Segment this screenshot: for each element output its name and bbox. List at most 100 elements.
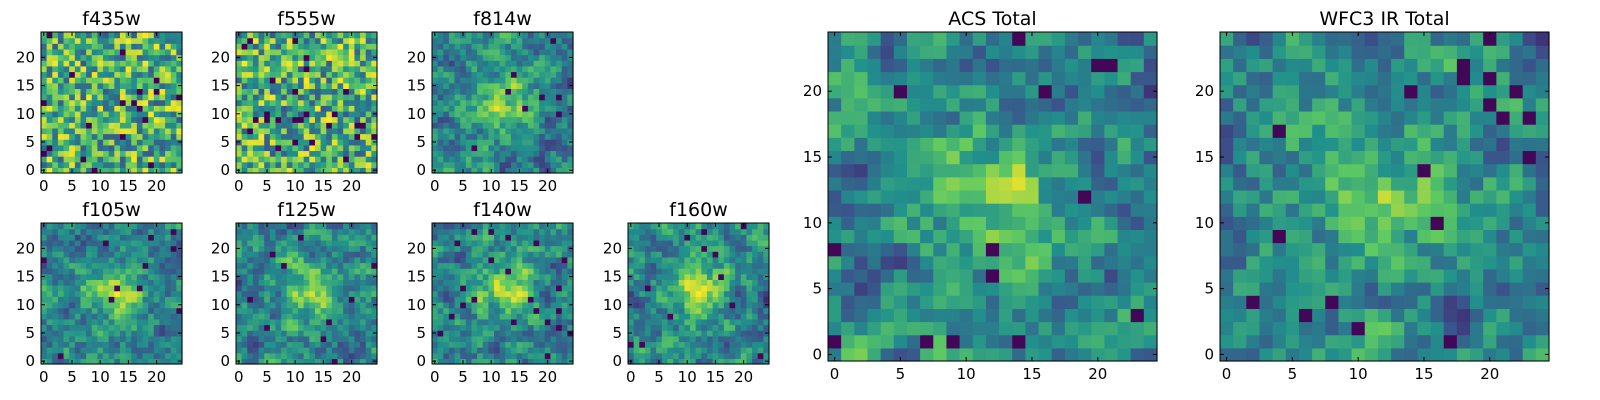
pixel-cell [52, 116, 59, 123]
y-tick-label: 15 [407, 77, 426, 95]
pixel-cell [148, 313, 155, 320]
pixel-cell [298, 60, 305, 67]
pixel-cell [854, 203, 869, 217]
pixel-cell [258, 324, 265, 331]
pixel-cell [343, 256, 350, 264]
pixel-cell [176, 77, 183, 84]
pixel-cell [320, 296, 327, 303]
pixel-cell [695, 262, 702, 269]
pixel-cell [142, 60, 149, 67]
pixel-cell [454, 37, 461, 44]
pixel-cell [972, 295, 987, 309]
pixel-cell [567, 156, 574, 163]
pixel-cell [108, 116, 115, 123]
pixel-cell [522, 239, 529, 247]
pixel-cell [142, 116, 149, 123]
pixel-cell [544, 256, 552, 264]
pixel-cell [746, 251, 753, 258]
pixel-cell [516, 144, 523, 152]
pixel-cell [516, 313, 523, 320]
pixel-cell [454, 251, 461, 258]
pixel-cell [131, 167, 138, 174]
pixel-cell [136, 313, 144, 320]
pixel-cell [119, 285, 127, 292]
pixel-cell [264, 296, 271, 303]
pixel-cell [142, 268, 149, 275]
pixel-cell [561, 133, 568, 140]
pixel-cell [153, 273, 161, 280]
pixel-cell [108, 99, 115, 106]
pixel-cell [432, 313, 439, 320]
pixel-cell [236, 105, 243, 112]
pixel-cell [91, 324, 98, 331]
pixel-cell [264, 234, 271, 241]
pixel-cell [360, 239, 367, 247]
pixel-cell [63, 301, 70, 309]
pixel-cell [314, 37, 322, 44]
axes-frame [40, 31, 183, 174]
pixel-cell [303, 239, 310, 247]
pixel-cell [1051, 163, 1066, 178]
pixel-cell [286, 88, 293, 95]
pixel-cell [108, 341, 115, 348]
pixel-cell [303, 99, 310, 106]
pixel-cell [314, 330, 322, 337]
pixel-cell [241, 150, 248, 157]
pixel-cell [494, 262, 501, 269]
pixel-cell [320, 156, 327, 163]
pixel-cell [108, 105, 115, 112]
pixel-cell [69, 71, 76, 78]
pixel-cell [119, 94, 127, 101]
pixel-cell [69, 88, 76, 95]
pixel-cell [125, 99, 132, 106]
pixel-cell [148, 341, 155, 348]
pixel-cell [80, 99, 87, 106]
pixel-cell [443, 358, 450, 365]
pixel-cell [365, 88, 372, 95]
pixel-cell [343, 341, 350, 348]
pixel-cell [1012, 308, 1026, 323]
pixel-cell [74, 77, 82, 84]
pixel-cell [544, 234, 552, 241]
pixel-cell [69, 37, 76, 44]
pixel-cell [303, 285, 310, 292]
pixel-cell [337, 301, 344, 309]
pixel-cell [893, 347, 908, 362]
pixel-cell [320, 324, 327, 331]
pixel-cell [46, 71, 53, 78]
pixel-cell [314, 285, 322, 292]
pixel-cell [159, 116, 166, 123]
pixel-cell [752, 352, 759, 359]
pixel-cell [544, 60, 552, 67]
pixel-cell [505, 127, 512, 135]
pixel-cell [539, 262, 546, 269]
pixel-cell [176, 239, 183, 247]
pixel-cell [159, 54, 166, 61]
pixel-cell [465, 358, 473, 365]
pixel-cell [533, 223, 540, 230]
pixel-cell [432, 150, 439, 157]
pixel-cell [103, 94, 110, 101]
pixel-cell [41, 256, 48, 264]
pixel-cell [448, 239, 456, 247]
pixel-cell [119, 301, 127, 309]
pixel-cell [314, 105, 322, 112]
pixel-cell [448, 127, 456, 135]
pixel-cell [281, 245, 288, 252]
pixel-cell [247, 262, 254, 269]
pixel-cell [1104, 242, 1119, 257]
pixel-cell [241, 37, 248, 44]
pixel-cell [176, 296, 183, 303]
pixel-cell [275, 60, 282, 67]
pixel-cell [639, 268, 646, 275]
pixel-cell [695, 301, 702, 309]
pixel-cell [119, 156, 127, 163]
pixel-cell [510, 139, 518, 146]
pixel-cell [690, 251, 697, 258]
pixel-cell [695, 245, 702, 252]
pixel-cell [735, 256, 742, 264]
pixel-cell [437, 347, 444, 354]
pixel-cell [136, 99, 144, 106]
pixel-cell [97, 105, 104, 112]
pixel-cell [465, 48, 473, 56]
